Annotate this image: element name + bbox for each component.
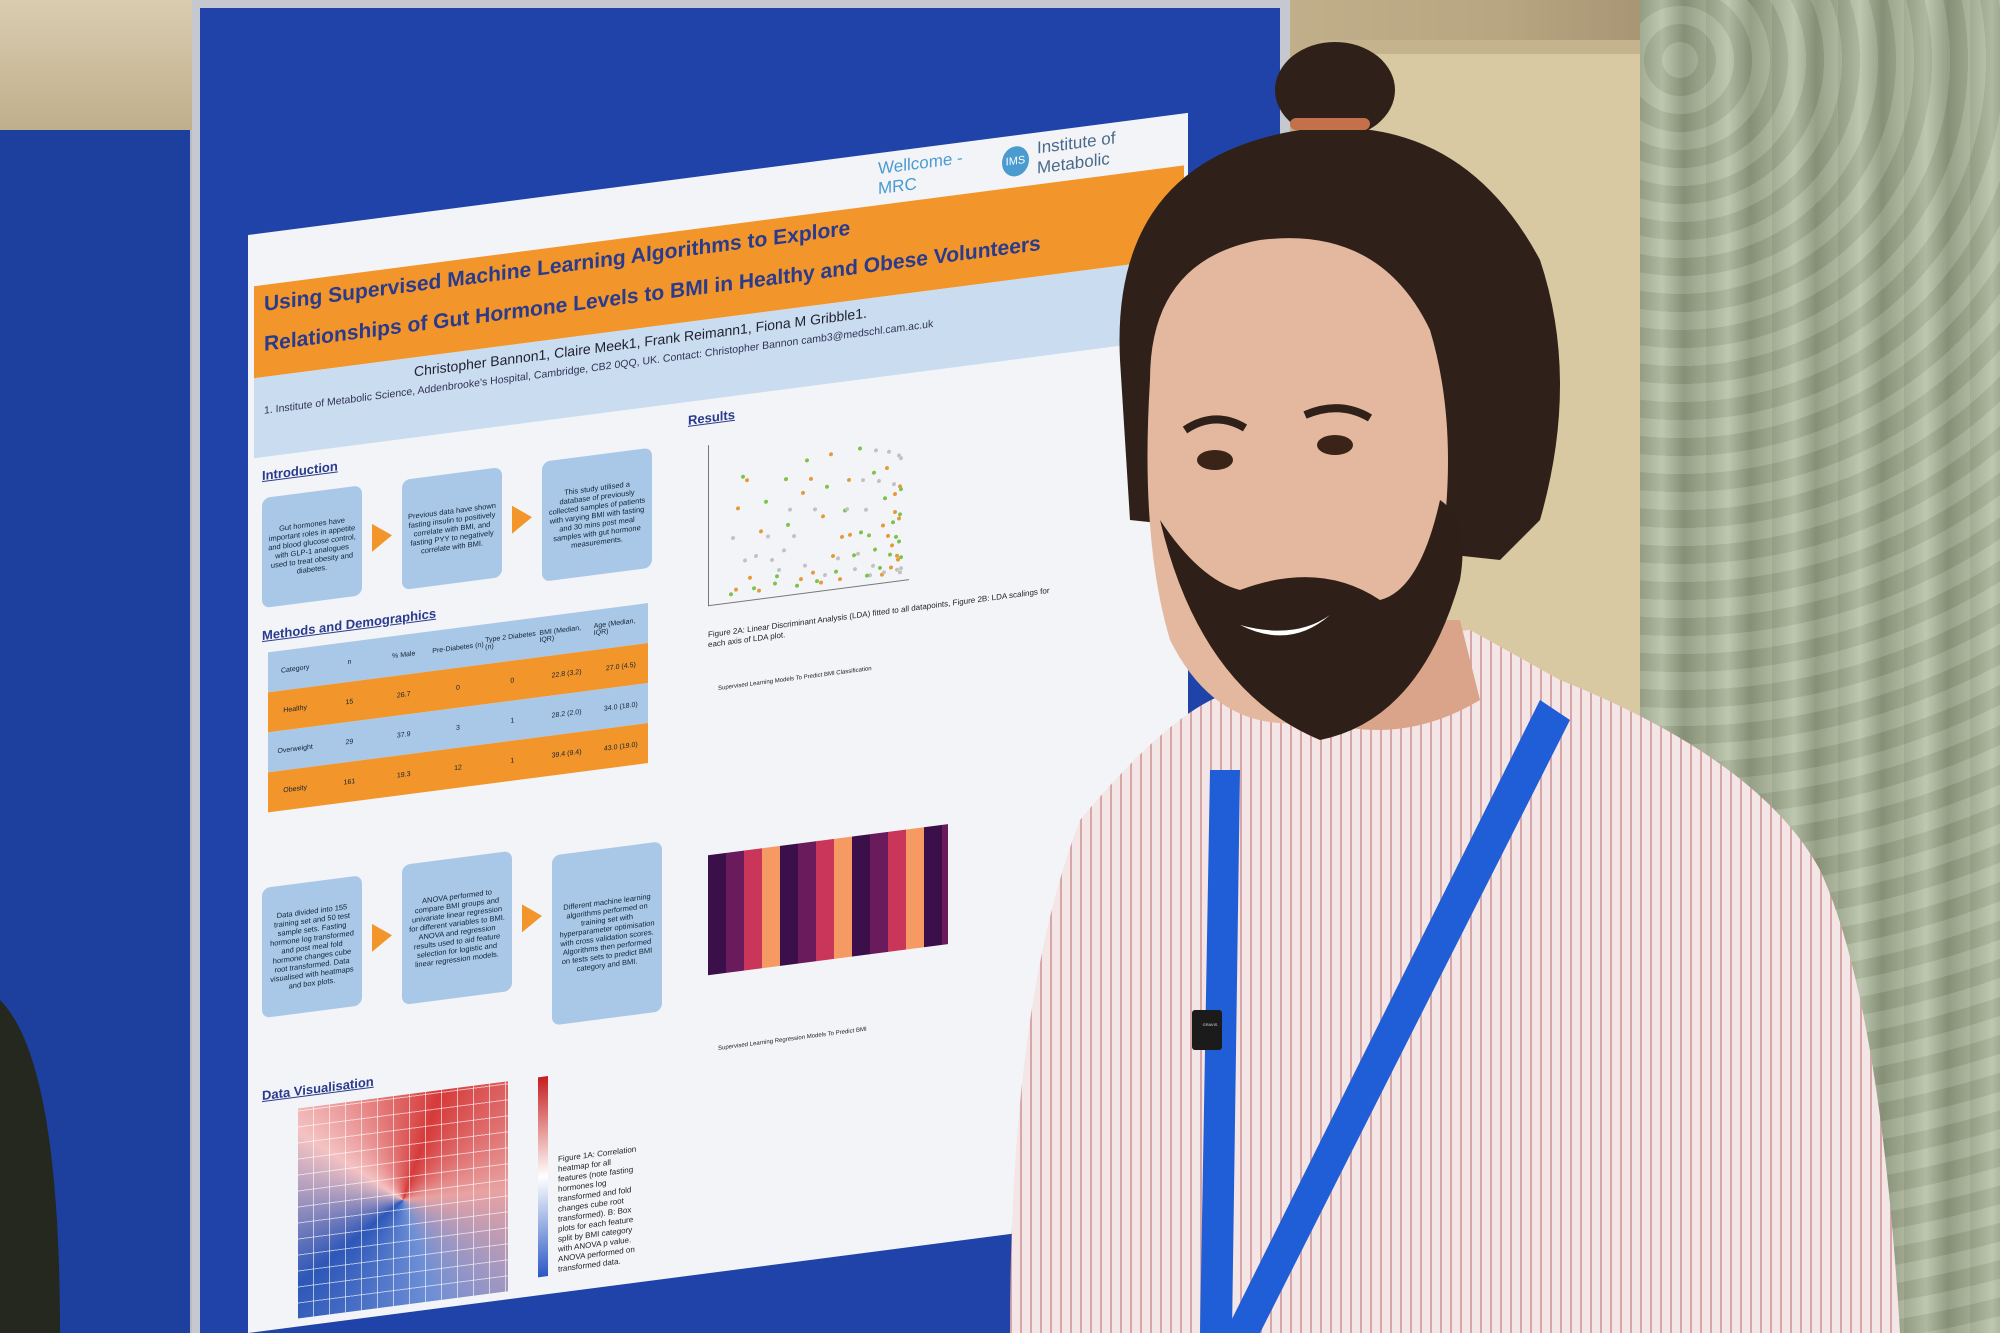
shirt [1010, 630, 1900, 1333]
lanyard-clip-text: GRAVIS [1202, 1022, 1218, 1027]
smile [1240, 615, 1330, 636]
beard [1160, 500, 1463, 740]
lanyard-left [1200, 770, 1240, 1333]
other-person-shoulder [0, 1000, 60, 1333]
lanyard-clip [1192, 1010, 1222, 1050]
left-eyebrow [1182, 415, 1248, 434]
lanyard-right [1225, 700, 1570, 1333]
hair-tie [1290, 118, 1370, 130]
left-eye [1197, 450, 1233, 470]
right-eyebrow [1303, 404, 1373, 422]
right-eye [1317, 435, 1353, 455]
hair-bun [1275, 42, 1395, 138]
